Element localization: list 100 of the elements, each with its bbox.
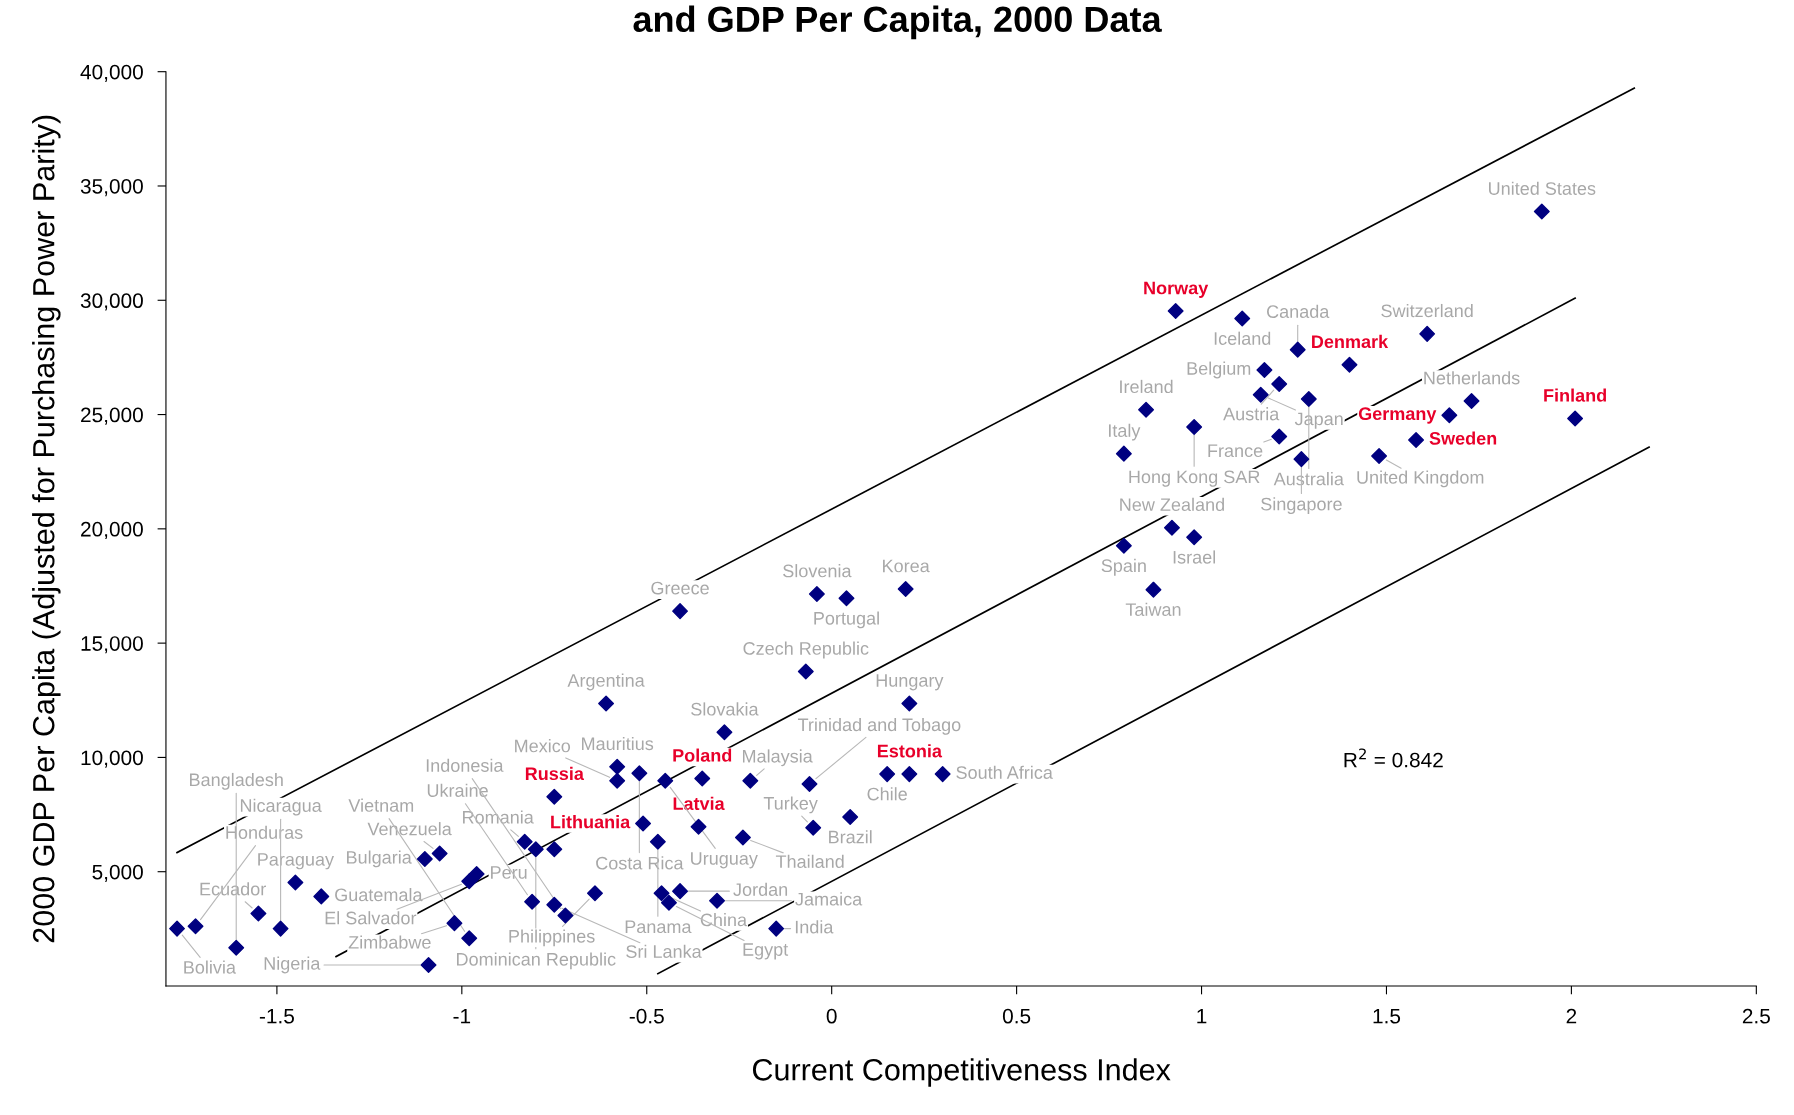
annotation: Netherlands — [1424, 371, 1520, 385]
annotation: Canada — [1267, 304, 1330, 318]
annotation: Bulgaria — [347, 850, 412, 868]
annotation: Ecuador — [200, 882, 266, 896]
point — [546, 788, 563, 805]
point — [635, 815, 652, 832]
annotation: Uruguay — [691, 852, 758, 869]
point — [1341, 356, 1358, 373]
y-tick-label: 25,000 — [81, 407, 143, 425]
annotation: Austria — [1223, 407, 1280, 421]
annotation: Ukraine — [427, 783, 488, 797]
annotation: R$^{2}$ = 0.842 — [1344, 748, 1443, 768]
annotation: Turkey — [763, 796, 818, 814]
annotation: Latvia — [673, 796, 725, 811]
annotation: Russia — [525, 766, 585, 781]
annotation: United States — [1489, 181, 1596, 195]
annotation: Hungary — [876, 674, 944, 691]
annotation: Lithuania — [551, 815, 631, 829]
annotation: Malaysia — [742, 749, 813, 767]
annotation: Philippines — [509, 929, 595, 947]
y-tick-label: 40,000 — [80, 64, 143, 82]
annotation: Zimbabwe — [348, 935, 431, 949]
annotation: Italy — [1108, 423, 1141, 441]
annotation: Estonia — [877, 744, 943, 758]
x-tick-label: 0.5 — [1002, 1008, 1031, 1024]
annotation: France — [1208, 444, 1263, 458]
chart-title: and GDP Per Capita, 2000 Data — [633, 5, 1162, 40]
x-tick-label: 0 — [826, 1008, 837, 1024]
annotation: United Kingdom — [1357, 470, 1484, 488]
y-tick-label: 35,000 — [80, 178, 143, 197]
annotation: Germany — [1358, 407, 1437, 424]
annotation: Ireland — [1120, 379, 1173, 394]
annotation: Singapore — [1261, 497, 1342, 515]
annotation: Bangladesh — [190, 772, 283, 790]
annotation: Argentina — [567, 673, 645, 691]
annotation: Mauritius — [582, 736, 654, 751]
annotation: Portugal — [814, 611, 879, 629]
annotation: Finland — [1544, 388, 1607, 402]
annotation: Jamaica — [795, 892, 863, 906]
annotation: Chile — [867, 787, 907, 801]
annotation: Hong Kong SAR — [1129, 470, 1260, 487]
x-axis-title: Current Competitiveness Index — [752, 1058, 1171, 1087]
annotation: China — [700, 913, 748, 927]
annotation: Peru — [491, 866, 527, 879]
annotation: Greece — [651, 581, 709, 595]
annotation: Taiwan — [1125, 602, 1181, 616]
x-tick-label: 1.5 — [1373, 1008, 1401, 1024]
point — [1441, 407, 1458, 424]
annotation: Czech Republic — [743, 641, 869, 659]
x-tick-label: 2.5 — [1742, 1008, 1770, 1024]
annotation: Denmark — [1312, 334, 1389, 349]
x-tick-label: -0.5 — [629, 1008, 664, 1024]
annotation: Thailand — [775, 854, 844, 869]
annotation: Israel — [1173, 550, 1216, 564]
point — [1567, 410, 1584, 427]
y-tick-label: 30,000 — [80, 293, 143, 311]
annotation: Romania — [463, 810, 534, 824]
annotation: Costa Rica — [596, 856, 684, 870]
x-tick-label: 1 — [1197, 1008, 1207, 1024]
annotation: Sri Lanka — [626, 944, 702, 958]
point — [694, 770, 711, 787]
annotation: Japan — [1294, 412, 1343, 429]
annotation: Venezuela — [367, 822, 452, 836]
y-tick-label: 20,000 — [81, 521, 143, 540]
annotation: El Salvador — [325, 911, 417, 925]
annotation: Spain — [1101, 558, 1146, 576]
x-tick-label: 2 — [1566, 1008, 1577, 1024]
point — [1408, 431, 1425, 448]
annotation: Slovenia — [783, 564, 852, 578]
annotation: India — [795, 920, 834, 934]
y-tick-label: 15,000 — [81, 636, 143, 654]
annotation: Belgium — [1187, 361, 1251, 379]
annotation: Panama — [625, 920, 692, 934]
annotation: Poland — [673, 748, 732, 762]
y-tick-label: 5,000 — [92, 864, 143, 882]
annotation: Slovakia — [691, 702, 759, 716]
annotation: Nigeria — [264, 956, 321, 974]
y-axis-title: 2000 GDP Per Capita (Adjusted for Purchasing Power Parity) — [32, 115, 61, 943]
annotation: Egypt — [743, 943, 789, 960]
annotation: Norway — [1144, 281, 1209, 298]
annotation: Mexico — [515, 739, 571, 753]
annotation: Dominican Republic — [457, 952, 616, 970]
annotation: Korea — [883, 559, 930, 573]
point — [1167, 303, 1184, 319]
annotation: Sweden — [1429, 431, 1497, 445]
annotation: Guatemala — [335, 887, 423, 902]
x-tick-label: -1.5 — [259, 1008, 294, 1024]
annotation: Jordan — [733, 882, 788, 896]
annotation: Vietnam — [348, 798, 414, 812]
y-tick-label: 10,000 — [81, 750, 143, 768]
x-tick-label: -1 — [453, 1008, 471, 1024]
point — [901, 766, 918, 783]
annotation: Iceland — [1214, 331, 1271, 345]
annotation: Switzerland — [1381, 303, 1473, 318]
annotation: New Zealand — [1120, 497, 1224, 512]
annotation: Trinidad and Tobago — [797, 717, 961, 735]
annotation: South Africa — [956, 765, 1053, 779]
annotation: Indonesia — [426, 758, 504, 772]
annotation: Brazil — [829, 830, 872, 844]
annotation: Bolivia — [184, 960, 236, 974]
